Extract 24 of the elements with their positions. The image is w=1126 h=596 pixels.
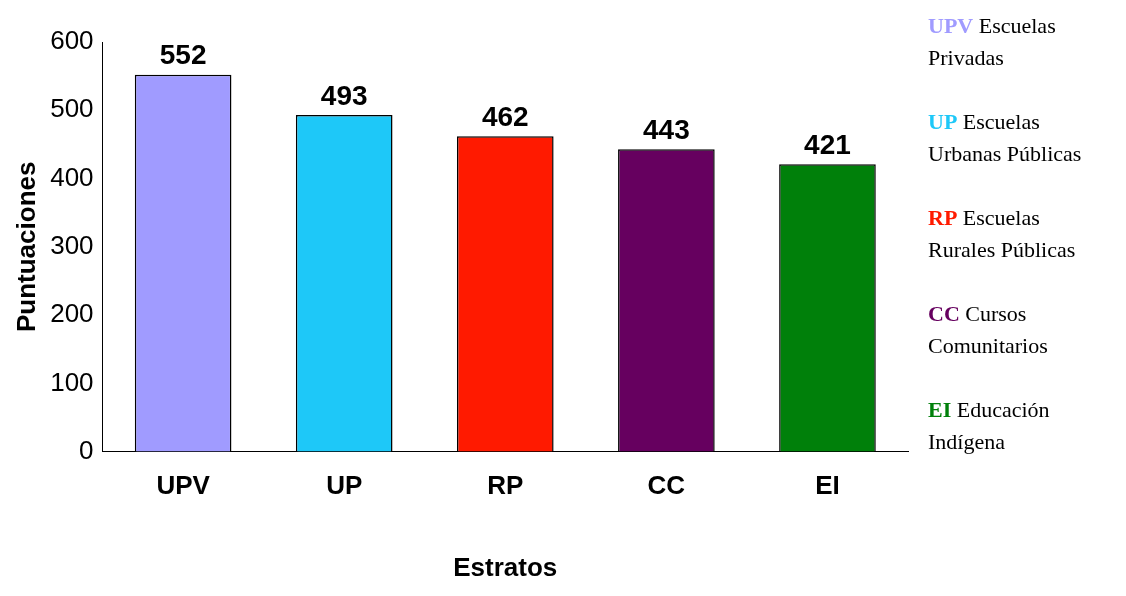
text: UP Escuelas Urbanas Públicas — [928, 109, 1082, 166]
text: UPV Escuelas Privadas — [928, 13, 1056, 70]
x-tick-label: RP — [487, 470, 524, 501]
data-label: 421 — [804, 128, 851, 160]
data-label: 552 — [159, 39, 207, 71]
x-axis-title: Estratos — [453, 551, 558, 582]
y-tick-label: 600 — [50, 25, 94, 56]
data-label: 493 — [320, 79, 368, 111]
y-tick-label: 200 — [50, 298, 94, 329]
y-tick-label: 0 — [79, 434, 94, 465]
text: RP Escuelas Rurales Públicas — [928, 205, 1076, 262]
x-tick-label: EI — [815, 470, 840, 501]
y-axis-title: Puntuaciones — [10, 161, 41, 333]
text: CC Cursos Comunitarios — [928, 301, 1048, 358]
x-tick-label: UPV — [156, 470, 211, 501]
y-tick-label: 100 — [50, 366, 94, 397]
x-tick-label: UP — [326, 470, 363, 501]
y-tick-label: 400 — [50, 161, 94, 192]
y-tick-label: 300 — [50, 229, 94, 260]
y-tick-label: 500 — [50, 93, 94, 124]
x-tick-label: CC — [647, 470, 686, 501]
data-label: 462 — [481, 100, 529, 132]
text: EI Educación Indígena — [928, 397, 1050, 454]
data-label: 443 — [643, 113, 690, 145]
